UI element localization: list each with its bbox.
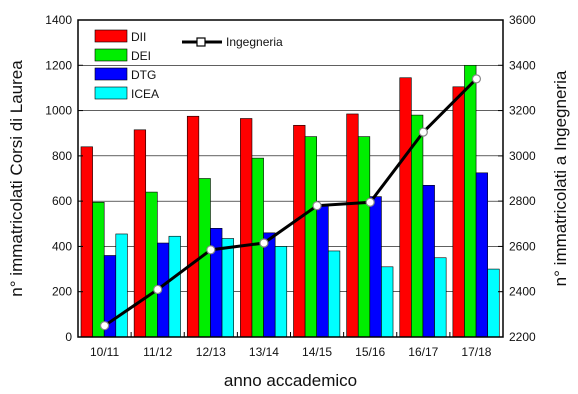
bar-icea-16-17 <box>434 257 447 338</box>
bar-dii-14-15 <box>293 124 306 338</box>
bar-icea-17-18 <box>487 268 500 338</box>
bar-dtg-16-17 <box>422 184 435 338</box>
bar-dei-15-16 <box>357 136 371 338</box>
point-ingegneria-16-17 <box>418 127 428 137</box>
bar-dii-12-13 <box>186 115 200 338</box>
legend-label-dii: DII <box>131 30 146 44</box>
bar-dei-16-17 <box>411 114 424 338</box>
bar-icea-13-14 <box>274 246 288 338</box>
legend-marker-ingegneria <box>196 37 206 47</box>
bar-dtg-12-13 <box>210 228 223 338</box>
y-tick-labels-right: 2200 2400 2600 2800 3000 3200 3400 3600 <box>509 13 536 344</box>
x-axis-title: anno accademico <box>224 371 357 390</box>
y-axis-title-left: n° immatricolati Corsi di Laurea <box>7 60 26 297</box>
legend-label-dtg: DTG <box>131 68 156 82</box>
x-tick-label: 13/14 <box>249 345 279 359</box>
line-ingegneria <box>103 77 478 327</box>
x-tick-labels: 10/11 11/12 12/13 13/14 14/15 15/16 16/17 17/18 <box>90 345 492 359</box>
bar-dii-15-16 <box>346 113 359 338</box>
x-tick-label: 10/11 <box>90 345 119 359</box>
bar-dtg-15-16 <box>369 196 382 338</box>
point-ingegneria-10-11 <box>99 321 110 331</box>
legend-swatch-dei <box>94 48 128 62</box>
bar-dtg-13-14 <box>263 232 276 338</box>
bar-dii-13-14 <box>240 118 253 338</box>
y-tick-label-right: 2800 <box>509 194 536 208</box>
y-tick-labels-left: 0 200 400 600 800 1000 1200 1400 <box>45 13 72 344</box>
y-tick-label-right: 3600 <box>509 13 536 27</box>
bar-icea-10-11 <box>115 233 128 338</box>
x-tick-label: 11/12 <box>143 345 172 359</box>
legend-swatch-dii <box>94 29 128 43</box>
y-tick-label-right: 2400 <box>509 285 536 299</box>
legend-label-icea: ICEA <box>131 87 159 101</box>
y-tick-label-left: 0 <box>65 330 72 344</box>
x-tick-label: 17/18 <box>461 345 491 359</box>
y-tick-label-left: 600 <box>52 194 72 208</box>
y-tick-label-right: 2600 <box>509 239 536 253</box>
legend: DII DEI DTG ICEA Ingegneria <box>94 29 283 101</box>
line-series <box>99 74 482 331</box>
point-ingegneria-12-13 <box>206 245 216 255</box>
y-tick-label-left: 400 <box>52 239 72 253</box>
legend-swatch-icea <box>94 86 128 100</box>
bar-dii-10-11 <box>80 146 93 338</box>
x-tick-label: 16/17 <box>408 345 438 359</box>
point-ingegneria-13-14 <box>259 238 269 248</box>
bar-dei-14-15 <box>304 136 318 338</box>
y-tick-label-right: 3400 <box>509 58 536 72</box>
y-axis-title-right: n° immatricolati a Ingegneria <box>551 70 570 286</box>
y-tick-label-right: 2200 <box>509 330 536 344</box>
point-ingegneria-15-16 <box>365 197 375 207</box>
y-tick-label-right: 3000 <box>509 149 536 163</box>
x-tick-label: 14/15 <box>302 345 332 359</box>
y-tick-label-left: 1000 <box>45 104 72 118</box>
point-ingegneria-14-15 <box>312 201 322 211</box>
legend-label-ingegneria: Ingegneria <box>226 35 283 49</box>
bar-dtg-17-18 <box>475 172 488 338</box>
point-ingegneria-17-18 <box>471 74 482 84</box>
ticks <box>77 19 504 338</box>
x-tick-label: 12/13 <box>196 345 226 359</box>
bar-icea-14-15 <box>327 250 341 338</box>
bar-dei-17-18 <box>464 64 477 338</box>
legend-label-dei: DEI <box>131 49 151 63</box>
y-tick-label-left: 200 <box>52 285 72 299</box>
bar-icea-12-13 <box>221 238 234 338</box>
y-tick-label-left: 1200 <box>45 58 72 72</box>
x-tick-label: 15/16 <box>355 345 385 359</box>
bar-icea-11-12 <box>168 235 181 338</box>
y-tick-label-right: 3200 <box>509 104 536 118</box>
bar-dei-11-12 <box>145 191 158 338</box>
bar-dei-13-14 <box>251 157 264 338</box>
bar-dii-16-17 <box>399 77 412 338</box>
bars <box>80 64 500 338</box>
bar-icea-15-16 <box>381 266 394 338</box>
y-tick-label-left: 800 <box>52 149 72 163</box>
bar-dtg-14-15 <box>316 205 329 338</box>
legend-swatch-dtg <box>94 67 128 81</box>
point-ingegneria-11-12 <box>153 284 163 295</box>
bar-dii-17-18 <box>452 86 465 338</box>
y-tick-label-left: 1400 <box>45 13 72 27</box>
bar-dei-10-11 <box>92 201 105 338</box>
